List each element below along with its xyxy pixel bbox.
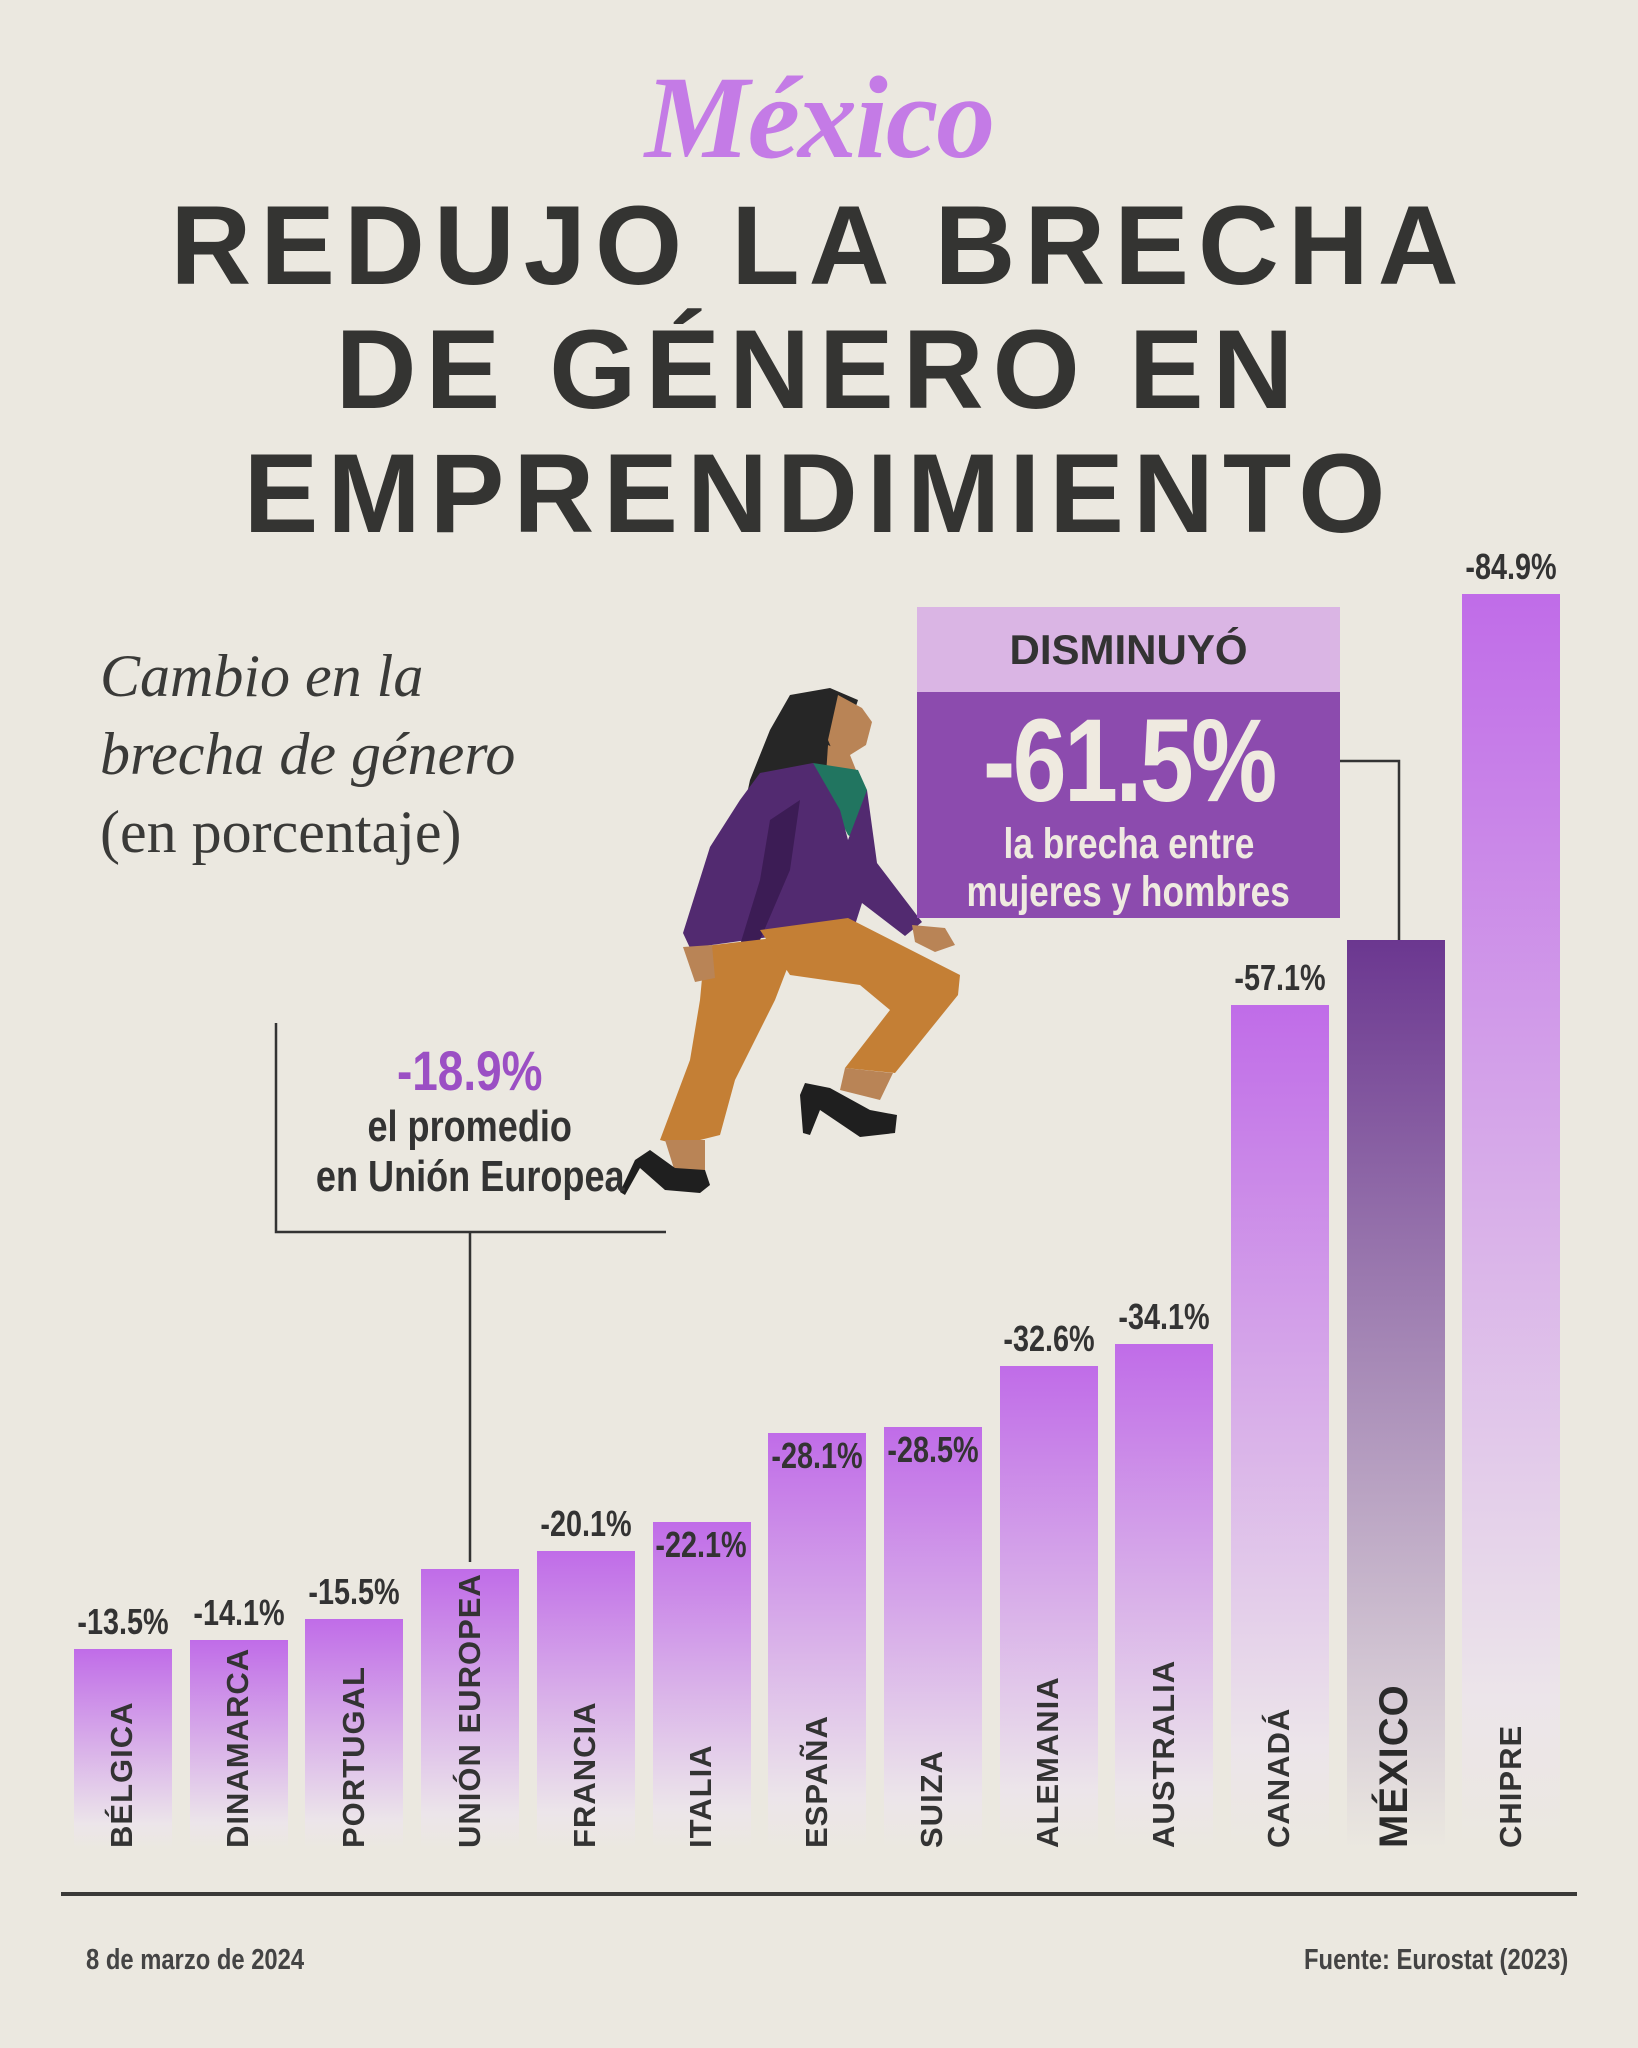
value-label: -32.6% (1002, 1318, 1095, 1360)
category-label: ALEMANIA (1030, 1676, 1065, 1848)
category-label: FRANCIA (567, 1701, 603, 1849)
value-label: -57.1% (1234, 956, 1326, 998)
category-label: MÉXICO (1371, 1684, 1416, 1848)
value-label: -84.9% (1465, 546, 1558, 588)
mexico-pointer-line (1340, 759, 1401, 946)
bar-dinamarca (189, 1639, 288, 1848)
category-label: CANADÁ (1261, 1707, 1297, 1848)
category-label: DINAMARCA (220, 1647, 256, 1848)
bar-bélgica (74, 1648, 172, 1848)
brand-title: México (644, 52, 995, 183)
eu-note-line-2: en Unión Europea (315, 1152, 625, 1201)
value-label: -28.1% (771, 1434, 863, 1476)
eu-bracket-line (274, 1023, 666, 1234)
value-label: -15.5% (308, 1571, 401, 1613)
bar-portugal (305, 1619, 404, 1848)
category-label: ESPAÑA (798, 1715, 834, 1848)
bar-suiza (883, 1427, 982, 1848)
bar-italia (652, 1521, 751, 1848)
bar-alemania (999, 1366, 1098, 1848)
bar-españa (768, 1432, 867, 1848)
category-label: SUIZA (914, 1750, 950, 1848)
callout-value: -61.5% (982, 695, 1277, 827)
eu-average-note: -18.9% el promedio en Unión Europea (270, 1040, 670, 1202)
bar-canadá (1231, 1004, 1329, 1848)
value-label: -13.5% (77, 1600, 169, 1642)
callout-line-1: la brecha entre (1003, 820, 1254, 868)
eu-note-line-1: el promedio (367, 1102, 573, 1151)
category-label: CHIPRE (1492, 1724, 1528, 1848)
callout-box: -61.5% la brecha entre mujeres y hombres (917, 692, 1340, 918)
bar-francia (536, 1551, 635, 1848)
bar-méxico (1346, 939, 1445, 1848)
category-label: PORTUGAL (335, 1666, 371, 1848)
footer-source: Fuente: Eurostat (2023) (1303, 1944, 1568, 1976)
bar-australia (1115, 1344, 1214, 1848)
value-label: -22.1% (655, 1523, 748, 1565)
headline-line-3: EMPRENDIMIENTO (243, 431, 1395, 556)
category-label: BÉLGICA (104, 1701, 140, 1849)
value-label: -14.1% (193, 1591, 285, 1633)
subtitle-line-1: Cambio en la (100, 643, 424, 709)
callout-line-2: mujeres y hombres (966, 868, 1291, 916)
value-label: -28.5% (887, 1429, 979, 1471)
callout-heading: DISMINUYÓ (917, 607, 1340, 692)
category-label: AUSTRALIA (1145, 1659, 1181, 1848)
headline-line-1: REDUJO LA BRECHA (170, 183, 1468, 308)
value-label: -20.1% (540, 1503, 632, 1545)
category-label: ITALIA (682, 1744, 718, 1848)
footer-date: 8 de marzo de 2024 (86, 1944, 305, 1976)
headline-line-2: DE GÉNERO EN (335, 307, 1303, 432)
category-label: UNIÓN EUROPEA (451, 1573, 487, 1848)
eu-average-value: -18.9% (397, 1039, 543, 1102)
bar-chipre (1462, 594, 1561, 1848)
bar-unión europea (421, 1568, 520, 1848)
subtitle-line-2: brecha de género (100, 721, 516, 787)
value-label: -34.1% (1118, 1296, 1210, 1338)
subtitle-unit: (en porcentaje) (100, 799, 462, 865)
